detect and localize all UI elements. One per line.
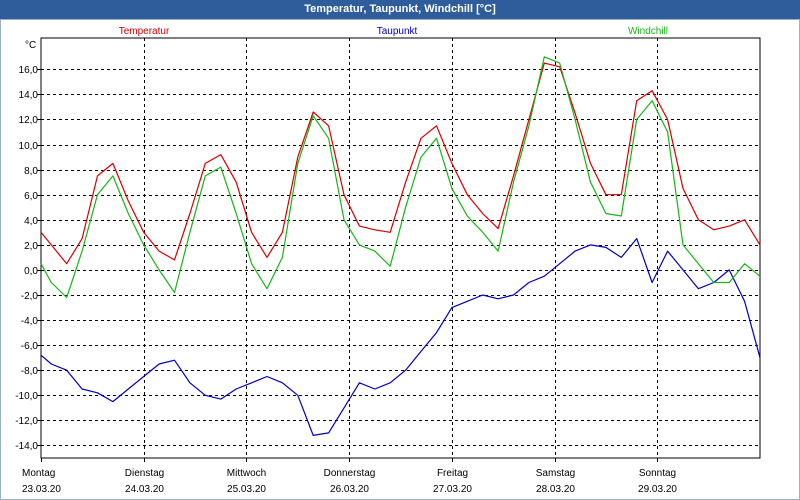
x-tick-label-day: Mittwoch (227, 468, 266, 479)
x-tick-label-date: 27.03.20 (433, 484, 472, 495)
y-axis-unit-label: °C (25, 40, 36, 51)
legend-taupunkt: Taupunkt (377, 26, 418, 37)
x-tick-label-date: 26.03.20 (330, 484, 369, 495)
y-tick-label: 0,0 (24, 266, 38, 277)
y-tick-label: -14,0 (15, 441, 38, 452)
x-tick-label-day: Freitag (437, 468, 468, 479)
y-tick-label: -6,0 (21, 341, 39, 352)
y-tick-label: -10,0 (15, 391, 38, 402)
x-tick-label-date: 23.03.20 (22, 484, 61, 495)
x-tick-label-date: 28.03.20 (536, 484, 575, 495)
x-tick-label-day: Dienstag (125, 468, 164, 479)
series-line-windchill (40, 56, 761, 299)
y-tick-label: 14,0 (19, 90, 39, 101)
y-tick-label: -4,0 (21, 316, 39, 327)
x-tick-label-date: 29.03.20 (638, 484, 677, 495)
x-tick-label-date: 24.03.20 (125, 484, 164, 495)
window-title: Temperatur, Taupunkt, Windchill [°C] (0, 0, 800, 19)
y-tick-label: 6,0 (24, 191, 38, 202)
legend-windchill: Windchill (628, 26, 668, 37)
y-tick-label: 12,0 (19, 115, 39, 126)
x-tick-label-day: Sonntag (639, 468, 676, 479)
x-tick-label-day: Montag (22, 468, 55, 479)
y-tick-label: -8,0 (21, 366, 39, 377)
y-tick-label: 10,0 (19, 141, 39, 152)
x-tick-label-day: Samstag (536, 468, 575, 479)
x-tick-label-date: 25.03.20 (227, 484, 266, 495)
y-tick-label: 16,0 (19, 65, 39, 76)
y-tick-label: 2,0 (24, 241, 38, 252)
y-tick-label: 8,0 (24, 166, 38, 177)
y-tick-label: 4,0 (24, 216, 38, 227)
legend-temperatur: Temperatur (119, 26, 170, 37)
y-tick-label: -2,0 (21, 291, 39, 302)
y-tick-label: -12,0 (15, 416, 38, 427)
series-line-taupunkt (40, 238, 761, 436)
series-line-temperatur (40, 62, 761, 265)
x-tick-label-day: Donnerstag (324, 468, 376, 479)
